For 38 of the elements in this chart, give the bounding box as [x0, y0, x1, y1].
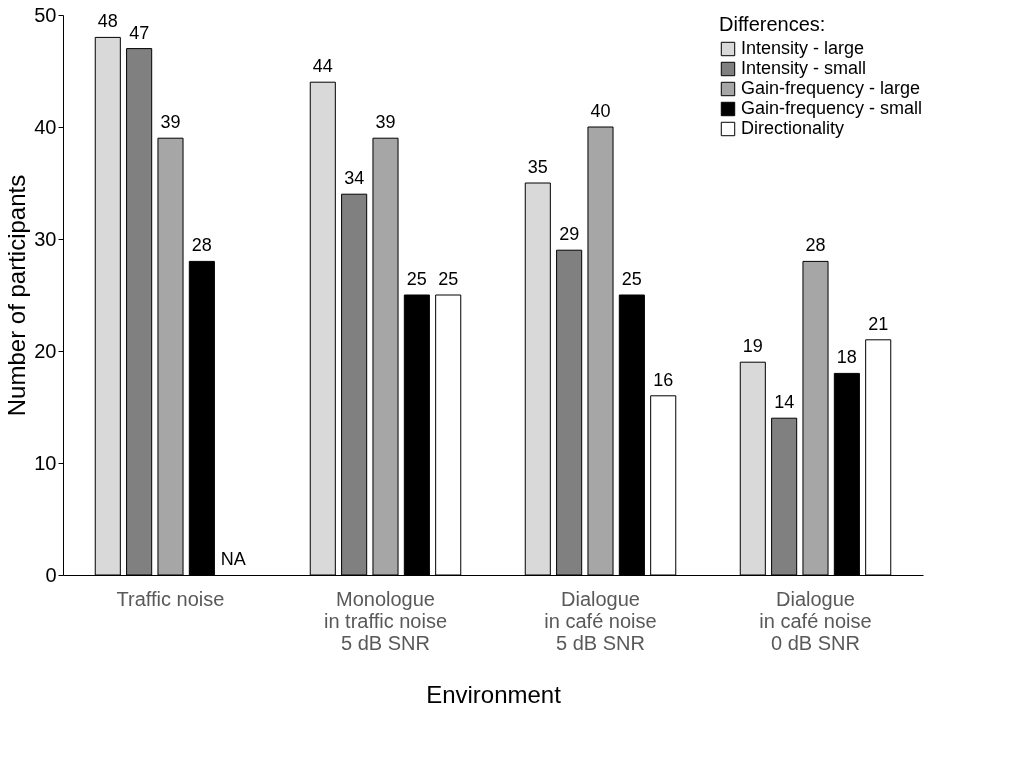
- data-label: 25: [621, 269, 642, 289]
- data-label: 14: [774, 392, 795, 413]
- y-axis-title: Number of participants: [3, 174, 31, 417]
- data-label: 47: [129, 22, 150, 43]
- x-tick-label: Dialogue in café noise 0 dB SNR: [759, 587, 872, 654]
- data-label: 18: [836, 347, 857, 368]
- data-label: 48: [97, 11, 118, 32]
- x-tick-label: Traffic noise: [116, 587, 225, 610]
- legend-label: Gain-frequency - large: [741, 78, 921, 98]
- legend-label: Gain-frequency - small: [741, 98, 923, 118]
- data-label: 16: [653, 369, 674, 390]
- y-tick-label: 0: [45, 563, 57, 586]
- data-label: 34: [344, 168, 365, 189]
- text: NA: [220, 549, 246, 569]
- legend-label: Intensity - large: [741, 38, 865, 58]
- y-tick-label: 10: [34, 451, 57, 474]
- y-tick-label: 50: [34, 3, 57, 26]
- data-label: 40: [590, 101, 611, 121]
- data-label: 44: [312, 56, 333, 77]
- data-label: 39: [375, 112, 396, 133]
- legend-label: Intensity - small: [741, 58, 867, 78]
- legend-label: Directionality: [741, 118, 845, 138]
- data-label: 21: [868, 313, 889, 334]
- legend-title: Differences:: [719, 13, 826, 35]
- x-axis-title: Environment: [426, 680, 562, 708]
- data-label: 25: [438, 269, 459, 289]
- data-label: 25: [406, 269, 427, 289]
- x-tick-label: Dialogue in café noise 5 dB SNR: [544, 587, 657, 654]
- y-tick-label: 20: [34, 339, 57, 362]
- data-label: 39: [160, 112, 181, 133]
- y-tick-label: 30: [34, 227, 57, 250]
- x-tick-label: Monologue in traffic noise 5 dB SNR: [323, 587, 448, 654]
- data-label: 28: [805, 235, 826, 256]
- data-label: 28: [191, 235, 212, 256]
- data-label: 19: [742, 336, 763, 357]
- y-tick-label: 40: [34, 115, 57, 138]
- data-label: 29: [559, 224, 580, 245]
- data-label: 35: [527, 157, 548, 177]
